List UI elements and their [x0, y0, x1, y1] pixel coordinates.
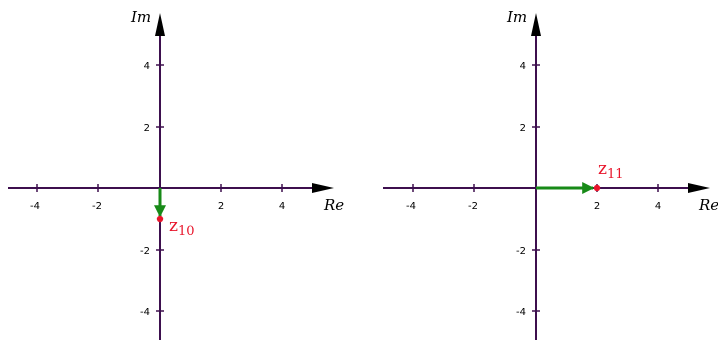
y-tick-label: 2 [144, 123, 150, 134]
point-label-main: z [169, 216, 178, 236]
imaginary-axis-arrowhead [531, 13, 541, 36]
x-tick-label: -2 [92, 201, 102, 212]
x-tick-label: 2 [218, 201, 224, 212]
imaginary-axis-label: Im [130, 8, 151, 26]
real-axis-label: Re [698, 196, 718, 214]
y-tick-label: 4 [520, 61, 526, 72]
complex-plane-left: -4 -2 2 4 4 2 -2 -4 Re Im z10 [8, 8, 344, 340]
point-label-subscript: 11 [607, 167, 624, 182]
point-marker [156, 215, 164, 223]
point-label-main: z [598, 159, 607, 179]
real-axis-arrowhead [688, 183, 710, 193]
x-tick-label: 2 [594, 201, 600, 212]
y-tick-label: -4 [516, 307, 526, 318]
y-tick-label: -2 [140, 246, 150, 257]
y-tick-label: 2 [520, 123, 526, 134]
y-tick-label: -2 [516, 246, 526, 257]
x-tick-label: -4 [30, 201, 40, 212]
x-tick-label: 4 [655, 201, 661, 212]
y-tick-label: -4 [140, 307, 150, 318]
x-tick-label: -4 [406, 201, 416, 212]
real-axis-arrowhead [312, 183, 334, 193]
x-tick-label: -2 [468, 201, 478, 212]
imaginary-axis-arrowhead [155, 13, 165, 36]
point-label-subscript: 10 [178, 224, 195, 239]
complex-plane-right: -4 -2 2 4 4 2 -2 -4 Re Im z11 [383, 8, 718, 340]
point-label: z11 [598, 159, 624, 182]
y-tick-label: 4 [144, 61, 150, 72]
point-marker [593, 184, 601, 192]
point-label: z10 [169, 216, 195, 239]
x-tick-label: 4 [279, 201, 285, 212]
real-axis-label: Re [323, 196, 344, 214]
imaginary-axis-label: Im [506, 8, 527, 26]
